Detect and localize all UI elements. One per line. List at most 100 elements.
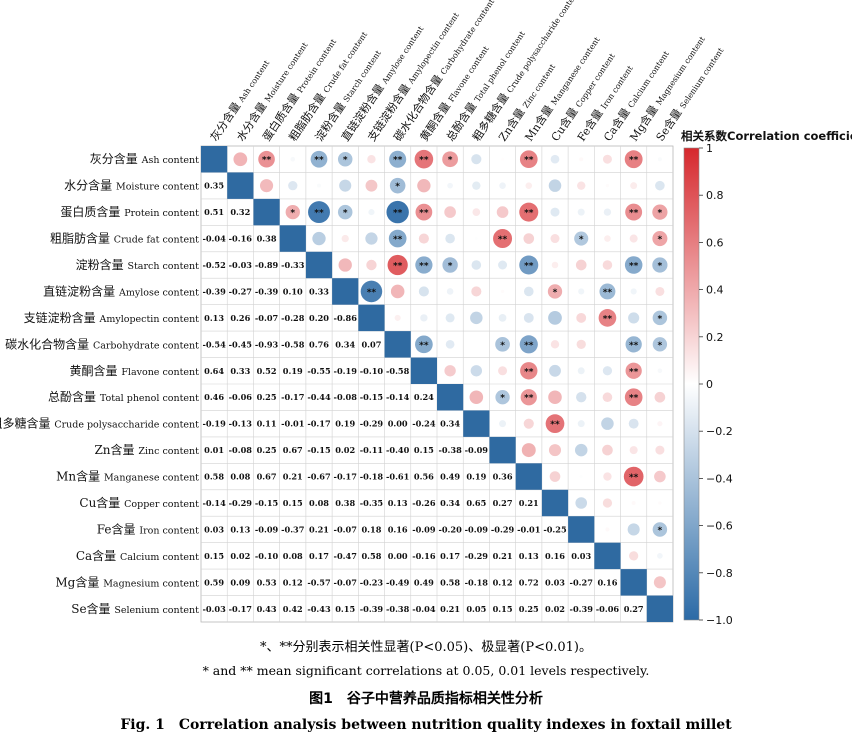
correlation-value: -0.67 — [307, 472, 331, 482]
correlation-circle — [338, 258, 352, 272]
matrix-cells: ** ** * ** ** * ** **0.35 *0.51 0.32 * ** * ** ** ** ** *… — [201, 146, 673, 622]
correlation-circle — [602, 260, 613, 270]
correlation-value: -0.24 — [412, 419, 436, 429]
correlation-circle — [598, 309, 617, 327]
correlation-circle — [628, 312, 640, 324]
correlation-circle — [602, 498, 613, 508]
correlation-value: 0.21 — [519, 498, 539, 508]
correlation-value: -0.29 — [360, 419, 384, 429]
correlation-value: -0.18 — [360, 472, 384, 482]
diagonal-cell — [437, 384, 464, 411]
correlation-value: 0.10 — [283, 286, 303, 296]
correlation-value: -0.17 — [307, 419, 331, 429]
correlation-value: -0.47 — [334, 551, 358, 561]
significance-note-en: * and ** mean significant correlations a… — [202, 663, 650, 678]
diagonal-cell — [594, 542, 621, 570]
significance-mark: ** — [393, 262, 403, 272]
correlation-circle — [498, 260, 508, 270]
correlation-value: 0.35 — [204, 181, 224, 191]
correlation-circle — [394, 314, 401, 321]
correlation-circle — [472, 181, 481, 190]
correlation-value: 0.19 — [335, 419, 355, 429]
correlation-circle — [624, 256, 643, 274]
correlation-circle — [652, 310, 668, 326]
correlation-value: -0.29 — [229, 498, 253, 508]
correlation-value: 0.38 — [257, 234, 277, 244]
correlation-circle — [285, 204, 300, 220]
correlation-circle — [499, 420, 507, 428]
correlation-circle — [602, 444, 613, 456]
correlation-value: -0.40 — [386, 445, 410, 455]
correlation-value: 0.03 — [545, 577, 565, 587]
correlation-circle — [447, 182, 453, 189]
correlation-circle — [601, 417, 614, 430]
row-label: 黄酮含量 Flavone content — [69, 363, 199, 378]
correlation-value: 0.15 — [414, 445, 434, 455]
correlation-value: -0.01 — [517, 524, 540, 534]
figure-title-cn: 图1 谷子中营养品质指标相关性分析 — [309, 691, 543, 707]
correlation-circle — [652, 337, 668, 352]
correlation-circle — [418, 286, 429, 297]
correlation-value: -0.14 — [386, 392, 410, 402]
significance-mark: ** — [419, 341, 429, 351]
correlation-circle — [258, 150, 275, 168]
correlation-value: 0.72 — [519, 577, 539, 587]
correlation-value: -0.08 — [334, 392, 358, 402]
correlation-circle — [233, 152, 248, 167]
correlation-circle — [576, 312, 587, 323]
correlation-circle — [599, 283, 616, 300]
correlation-circle — [602, 366, 613, 376]
correlation-value: 0.03 — [571, 551, 591, 561]
correlation-value: -0.19 — [334, 366, 358, 376]
correlation-value: 0.00 — [388, 419, 408, 429]
correlation-circle — [415, 203, 433, 221]
correlation-value: 0.00 — [388, 551, 408, 561]
correlation-circle — [550, 207, 560, 217]
correlation-value: -0.26 — [412, 498, 436, 508]
correlation-circle — [628, 418, 639, 429]
correlation-value: 0.07 — [361, 339, 381, 349]
correlation-circle — [474, 237, 478, 241]
correlation-value: -0.18 — [465, 577, 489, 587]
correlation-circle — [523, 286, 534, 297]
correlation-value: 0.12 — [493, 577, 513, 587]
correlation-value: 0.24 — [414, 392, 434, 402]
correlation-circle — [654, 470, 666, 483]
significance-mark: * — [658, 314, 663, 324]
correlation-circle — [493, 229, 513, 249]
correlation-value: 0.27 — [493, 498, 513, 508]
correlation-value: 0.08 — [230, 472, 250, 482]
row-label: 蛋白质含量 Protein content — [60, 204, 199, 219]
correlation-circle — [574, 443, 588, 457]
correlation-value: 0.02 — [230, 551, 250, 561]
correlation-value: 0.20 — [309, 313, 329, 323]
correlation-circle — [471, 154, 482, 165]
correlation-circle — [624, 388, 643, 407]
row-label: 淀粉含量 Starch content — [76, 257, 200, 272]
correlation-value: -0.17 — [334, 472, 358, 482]
correlation-value: -0.15 — [307, 445, 331, 455]
correlation-value: -0.06 — [229, 392, 253, 402]
correlation-circle — [549, 471, 561, 482]
row-label: Ca含量 Calcium content — [76, 548, 199, 563]
correlation-circle — [259, 179, 274, 193]
row-label: Mg含量 Magnesium content — [55, 574, 199, 589]
correlation-value: 0.21 — [283, 472, 303, 482]
correlation-circle — [548, 444, 562, 457]
correlation-circle — [579, 475, 583, 479]
correlation-value: -0.39 — [202, 286, 226, 296]
diagonal-cell — [410, 357, 437, 384]
correlation-value: -0.04 — [412, 604, 436, 614]
significance-mark: * — [658, 209, 663, 219]
correlation-value: 0.32 — [230, 207, 250, 217]
correlation-circle — [495, 390, 510, 405]
correlation-value: 0.34 — [335, 339, 355, 349]
diagonal-cell — [227, 172, 254, 199]
significance-mark: ** — [393, 156, 403, 166]
correlation-circle — [519, 255, 539, 275]
colorbar-tick-label: 1 — [706, 142, 713, 155]
row-label: 总酚含量 Total phenol content — [48, 389, 199, 404]
diagonal-cell — [463, 410, 490, 437]
correlation-value: -0.39 — [570, 604, 594, 614]
correlation-value: -0.29 — [465, 551, 489, 561]
